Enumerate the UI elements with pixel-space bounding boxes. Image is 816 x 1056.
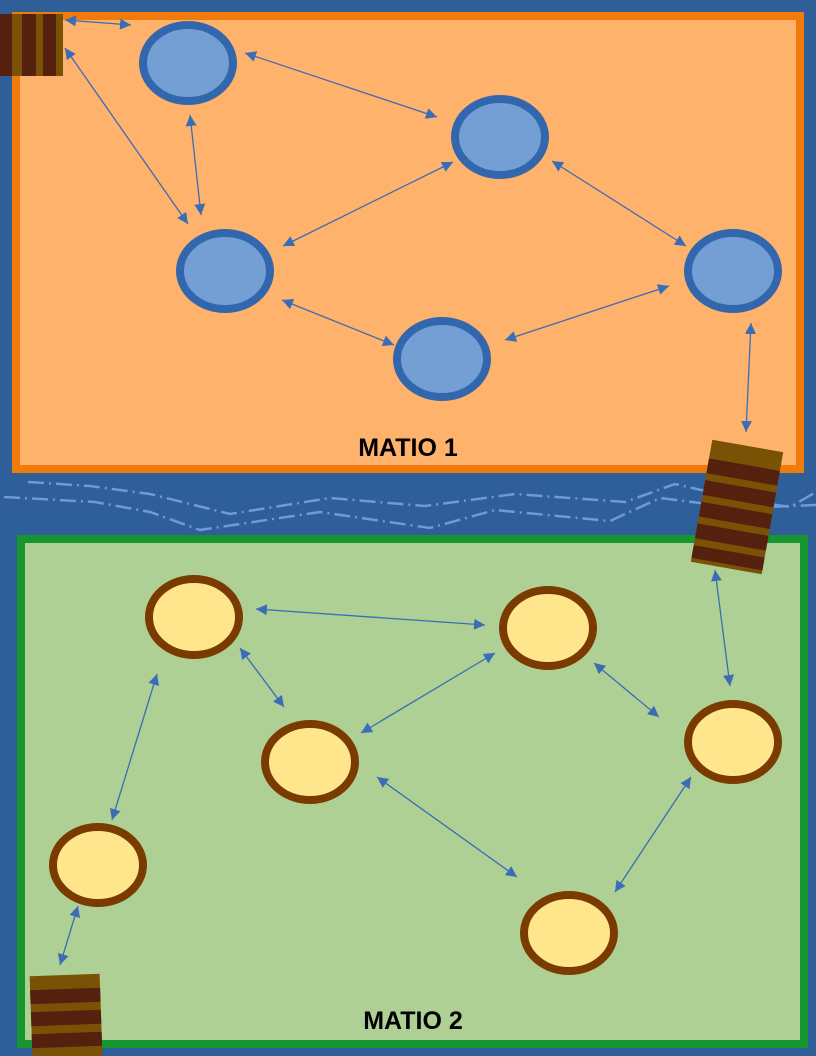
edge xyxy=(109,673,160,821)
bridge-right xyxy=(690,439,784,575)
edge xyxy=(281,298,395,347)
edge xyxy=(614,776,692,893)
node-blue[interactable] xyxy=(684,229,782,313)
edge xyxy=(376,776,518,878)
connections xyxy=(57,15,756,966)
node-blue[interactable] xyxy=(393,317,491,401)
edge xyxy=(282,161,454,247)
zone-matio-2 xyxy=(17,535,808,1048)
edge xyxy=(360,652,496,734)
node-blue[interactable] xyxy=(139,21,237,105)
edge xyxy=(551,160,687,247)
edge xyxy=(255,604,486,630)
bridge-bottom-left xyxy=(29,973,103,1056)
edge xyxy=(57,905,81,966)
edge xyxy=(710,569,735,687)
node-blue[interactable] xyxy=(176,229,274,313)
node-blue[interactable] xyxy=(451,95,549,179)
edge xyxy=(504,284,670,342)
bridge-top-left xyxy=(0,14,63,76)
node-yellow[interactable] xyxy=(520,891,618,975)
zone-matio-1 xyxy=(12,12,804,473)
zone-label-matio-1: MATIO 1 xyxy=(358,434,458,462)
edge xyxy=(244,51,438,119)
edge xyxy=(64,47,189,225)
edge xyxy=(239,647,285,708)
edge xyxy=(741,322,756,433)
node-yellow[interactable] xyxy=(49,823,147,907)
node-yellow[interactable] xyxy=(684,700,782,784)
zone-2-nodes xyxy=(49,575,782,975)
edge xyxy=(185,114,206,216)
edge xyxy=(593,662,660,718)
zone-label-matio-2: MATIO 2 xyxy=(363,1007,463,1035)
node-yellow[interactable] xyxy=(145,575,243,659)
node-yellow[interactable] xyxy=(261,720,359,804)
edge xyxy=(64,15,132,30)
node-yellow[interactable] xyxy=(499,586,597,670)
zone-1-nodes xyxy=(139,21,782,401)
